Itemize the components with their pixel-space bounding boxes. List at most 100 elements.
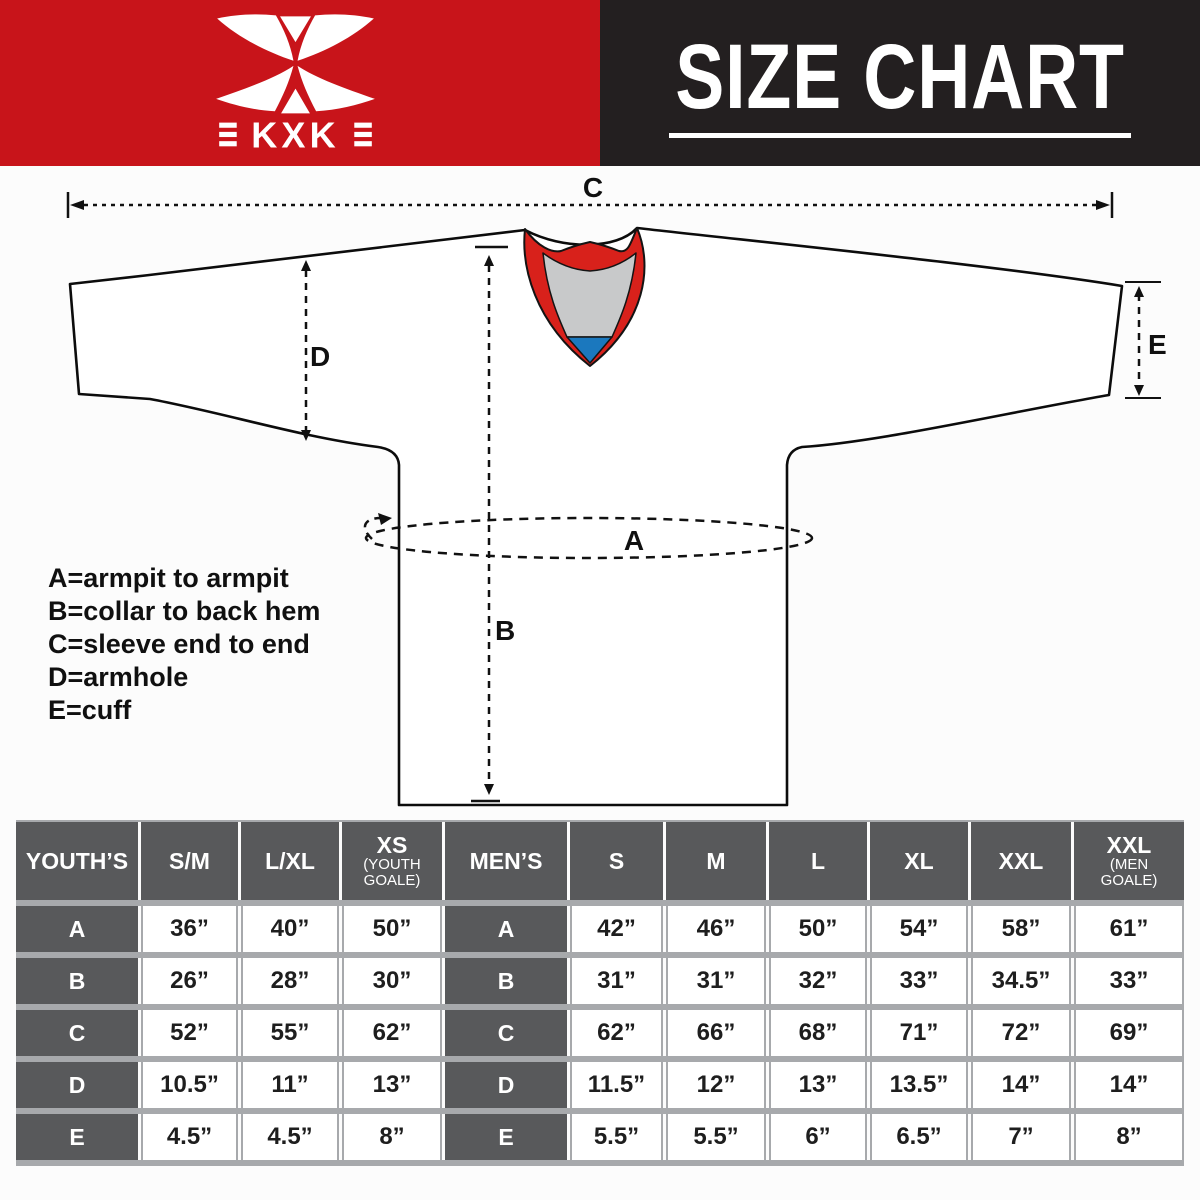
arrowhead [1134,286,1144,297]
arrowhead [1096,200,1110,210]
logo-wing-top-left [217,14,294,61]
header-label: S [608,848,625,874]
jersey-outline [68,226,1124,807]
row-label-cell: D [16,1062,138,1108]
measurement-legend: A=armpit to armpit B=collar to back hem … [48,562,320,727]
header-label: L [810,848,826,874]
logo-bars-left [219,141,237,147]
size-value-cell: 40” [241,906,339,952]
size-value-cell: 31” [570,958,663,1004]
arrowhead [70,200,84,210]
size-value-cell: 58” [971,906,1071,952]
table-row-d: D 10.5” 11” 13” D 11.5” 12” 13” 13.5” 14… [16,1062,1184,1114]
size-value-cell: 8” [342,1114,442,1160]
brand-panel: KXK [0,0,600,166]
size-value-cell: 50” [342,906,442,952]
header-cell-lxl: L/XL [241,822,339,900]
header-cell-youths: YOUTH’S [16,822,138,900]
size-value-cell: 50” [769,906,867,952]
logo-bars-right [354,131,372,138]
jersey-diagram: C D B E A [66,172,1167,807]
measure-ellipse-a [364,516,814,560]
legend-line: A=armpit to armpit [48,563,289,593]
header-label: XL [904,848,934,874]
header-cell-xxl: XXL [971,822,1071,900]
header-label: XS [376,832,408,858]
arrowhead [301,260,311,271]
size-value-cell: 69” [1074,1010,1184,1056]
logo-bars-left [219,122,237,128]
size-value-cell: 7” [971,1114,1071,1160]
size-value-cell: 33” [1074,958,1184,1004]
mark-b: B [495,615,515,646]
page-title: SIZE CHART [675,25,1125,128]
row-label-cell: C [445,1010,567,1056]
header-sublabel: (YOUTH GOALE) [363,856,421,889]
title-underline [669,132,1131,138]
size-value-cell: 14” [1074,1062,1184,1108]
header-cell-m: M [666,822,766,900]
size-value-cell: 5.5” [570,1114,663,1160]
size-value-cell: 62” [570,1010,663,1056]
size-table: YOUTH’S S/M L/XL XS (YOUTH GOALE) MEN’S S… [16,820,1184,1166]
size-value-cell: 6.5” [870,1114,968,1160]
title-panel: SIZE CHART [600,0,1200,166]
size-value-cell: 8” [1074,1114,1184,1160]
row-label-cell: C [16,1010,138,1056]
row-label-cell: B [445,958,567,1004]
size-value-cell: 46” [666,906,766,952]
size-value-cell: 4.5” [141,1114,238,1160]
size-value-cell: 71” [870,1010,968,1056]
size-value-cell: 13.5” [870,1062,968,1108]
size-value-cell: 11.5” [570,1062,663,1108]
size-value-cell: 61” [1074,906,1184,952]
table-row-b: B 26” 28” 30” B 31” 31” 32” 33” 34.5” 33… [16,958,1184,1010]
legend-line: B=collar to back hem [48,596,321,626]
mark-d: D [310,341,330,372]
arrowhead [484,255,494,266]
logo-triangle-top [280,16,311,43]
size-value-cell: 42” [570,906,663,952]
row-label-cell: B [16,958,138,1004]
header-cell-s: S [570,822,663,900]
collar-inner [542,252,637,338]
arrowhead [1134,385,1144,396]
legend-line: D=armhole [48,662,189,692]
header-cell-xl: XL [870,822,968,900]
size-value-cell: 5.5” [666,1114,766,1160]
size-value-cell: 28” [241,958,339,1004]
mark-e: E [1148,329,1167,360]
mark-c: C [583,172,603,203]
row-label-cell: A [445,906,567,952]
header-label: S/M [169,848,210,874]
size-value-cell: 6” [769,1114,867,1160]
collar-base [566,336,613,364]
mark-a: A [624,525,644,556]
size-value-cell: 62” [342,1010,442,1056]
row-label-cell: D [445,1062,567,1108]
size-value-cell: 12” [666,1062,766,1108]
logo-wing-bottom-left [216,65,294,112]
header-cell-mens: MEN’S [445,822,567,900]
size-value-cell: 34.5” [971,958,1071,1004]
logo-bars-left [219,131,237,138]
size-value-cell: 13” [342,1062,442,1108]
logo-wing-bottom-right [297,65,375,112]
logo-triangle-bottom [281,88,310,114]
size-value-cell: 52” [141,1010,238,1056]
header-label: XXL [998,848,1044,874]
table-row-c: C 52” 55” 62” C 62” 66” 68” 71” 72” 69” [16,1010,1184,1062]
logo-wordmark: KXK [251,114,340,155]
kxk-logo-icon: KXK [216,14,375,155]
size-value-cell: 26” [141,958,238,1004]
size-value-cell: 14” [971,1062,1071,1108]
table-row-e: E 4.5” 4.5” 8” E 5.5” 5.5” 6” 6.5” 7” 8” [16,1114,1184,1166]
header-label: L/XL [265,848,315,874]
row-label-cell: E [16,1114,138,1160]
size-value-cell: 72” [971,1010,1071,1056]
legend-line: C=sleeve end to end [48,629,310,659]
header-banner: KXK SIZE CHART [0,0,1200,166]
arrowhead [378,513,392,525]
size-value-cell: 33” [870,958,968,1004]
